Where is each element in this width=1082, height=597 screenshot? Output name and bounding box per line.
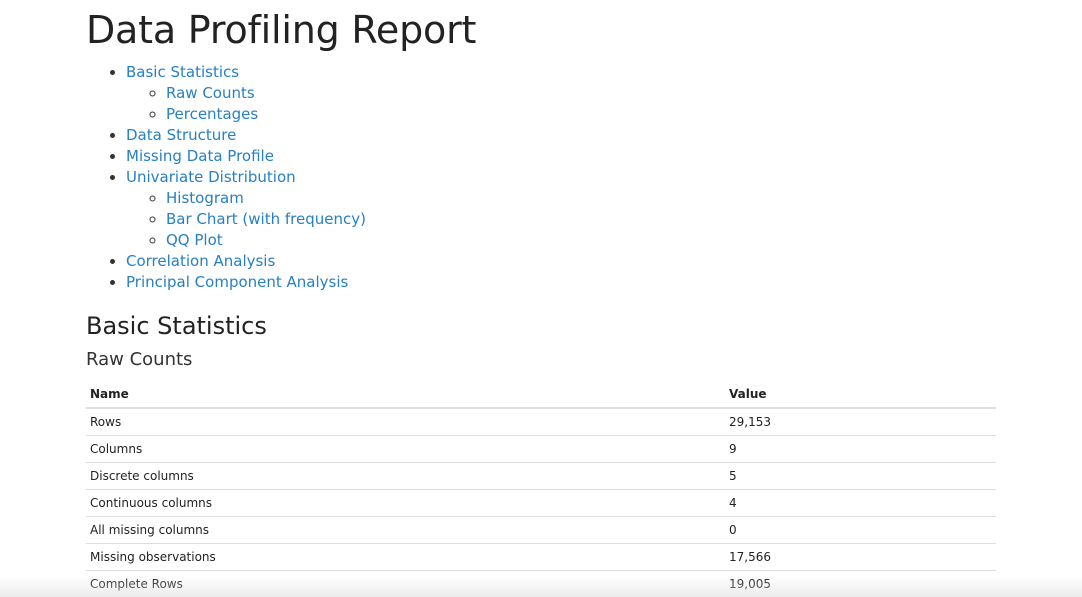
toc-subitem: Bar Chart (with frequency)	[166, 209, 366, 230]
table-row: Rows 29,153	[86, 407, 996, 436]
row-value: 17,566	[725, 543, 996, 571]
row-value: 29,153	[725, 407, 996, 436]
toc-item: Missing Data Profile	[126, 146, 366, 167]
toc-link-histogram[interactable]: Histogram	[166, 189, 244, 207]
table-row: Missing observations 17,566	[86, 543, 996, 571]
toc-item: Basic Statistics Raw Counts Percentages	[126, 62, 366, 125]
row-name: Continuous columns	[86, 489, 725, 517]
toc-subitem: QQ Plot	[166, 230, 366, 251]
row-value: 0	[725, 516, 996, 544]
toc-item: Principal Component Analysis	[126, 272, 366, 293]
toc-item: Data Structure	[126, 125, 366, 146]
row-value: 19,005	[725, 570, 996, 597]
row-name: Columns	[86, 435, 725, 463]
toc-item: Correlation Analysis	[126, 251, 366, 272]
toc-link-basic-statistics[interactable]: Basic Statistics	[126, 63, 240, 81]
toc-subitem: Raw Counts	[166, 83, 366, 104]
table-header-row: Name Value	[86, 380, 996, 409]
column-header-value: Value	[725, 380, 996, 409]
table-row: All missing columns 0	[86, 516, 996, 544]
toc-link-raw-counts[interactable]: Raw Counts	[166, 84, 255, 102]
row-value: 9	[725, 435, 996, 463]
toc-link-qq-plot[interactable]: QQ Plot	[166, 231, 223, 249]
table-row: Continuous columns 4	[86, 489, 996, 517]
table-row: Discrete columns 5	[86, 462, 996, 490]
toc-link-correlation-analysis[interactable]: Correlation Analysis	[126, 252, 276, 270]
table-of-contents: Basic Statistics Raw Counts Percentages …	[86, 62, 366, 293]
section-heading: Basic Statistics	[86, 312, 267, 340]
toc-subitem: Histogram	[166, 188, 366, 209]
table-row: Complete Rows 19,005	[86, 570, 996, 597]
row-value: 4	[725, 489, 996, 517]
row-name: All missing columns	[86, 516, 725, 544]
toc-link-bar-chart[interactable]: Bar Chart (with frequency)	[166, 210, 366, 228]
toc-link-data-structure[interactable]: Data Structure	[126, 126, 237, 144]
row-name: Discrete columns	[86, 462, 725, 490]
row-name: Missing observations	[86, 543, 725, 571]
toc-link-missing-data-profile[interactable]: Missing Data Profile	[126, 147, 274, 165]
toc-subitem: Percentages	[166, 104, 366, 125]
table-row: Columns 9	[86, 435, 996, 463]
row-name: Rows	[86, 407, 725, 436]
page-title: Data Profiling Report	[86, 8, 477, 52]
column-header-name: Name	[86, 380, 725, 409]
toc-link-principal-component-analysis[interactable]: Principal Component Analysis	[126, 273, 349, 291]
raw-counts-table: Name Value Rows 29,153 Columns 9 Discret…	[86, 380, 996, 597]
toc-link-univariate-distribution[interactable]: Univariate Distribution	[126, 168, 296, 186]
subsection-heading: Raw Counts	[86, 349, 193, 370]
row-name: Complete Rows	[86, 570, 725, 597]
toc-item: Univariate Distribution Histogram Bar Ch…	[126, 167, 366, 251]
toc-link-percentages[interactable]: Percentages	[166, 105, 259, 123]
row-value: 5	[725, 462, 996, 490]
